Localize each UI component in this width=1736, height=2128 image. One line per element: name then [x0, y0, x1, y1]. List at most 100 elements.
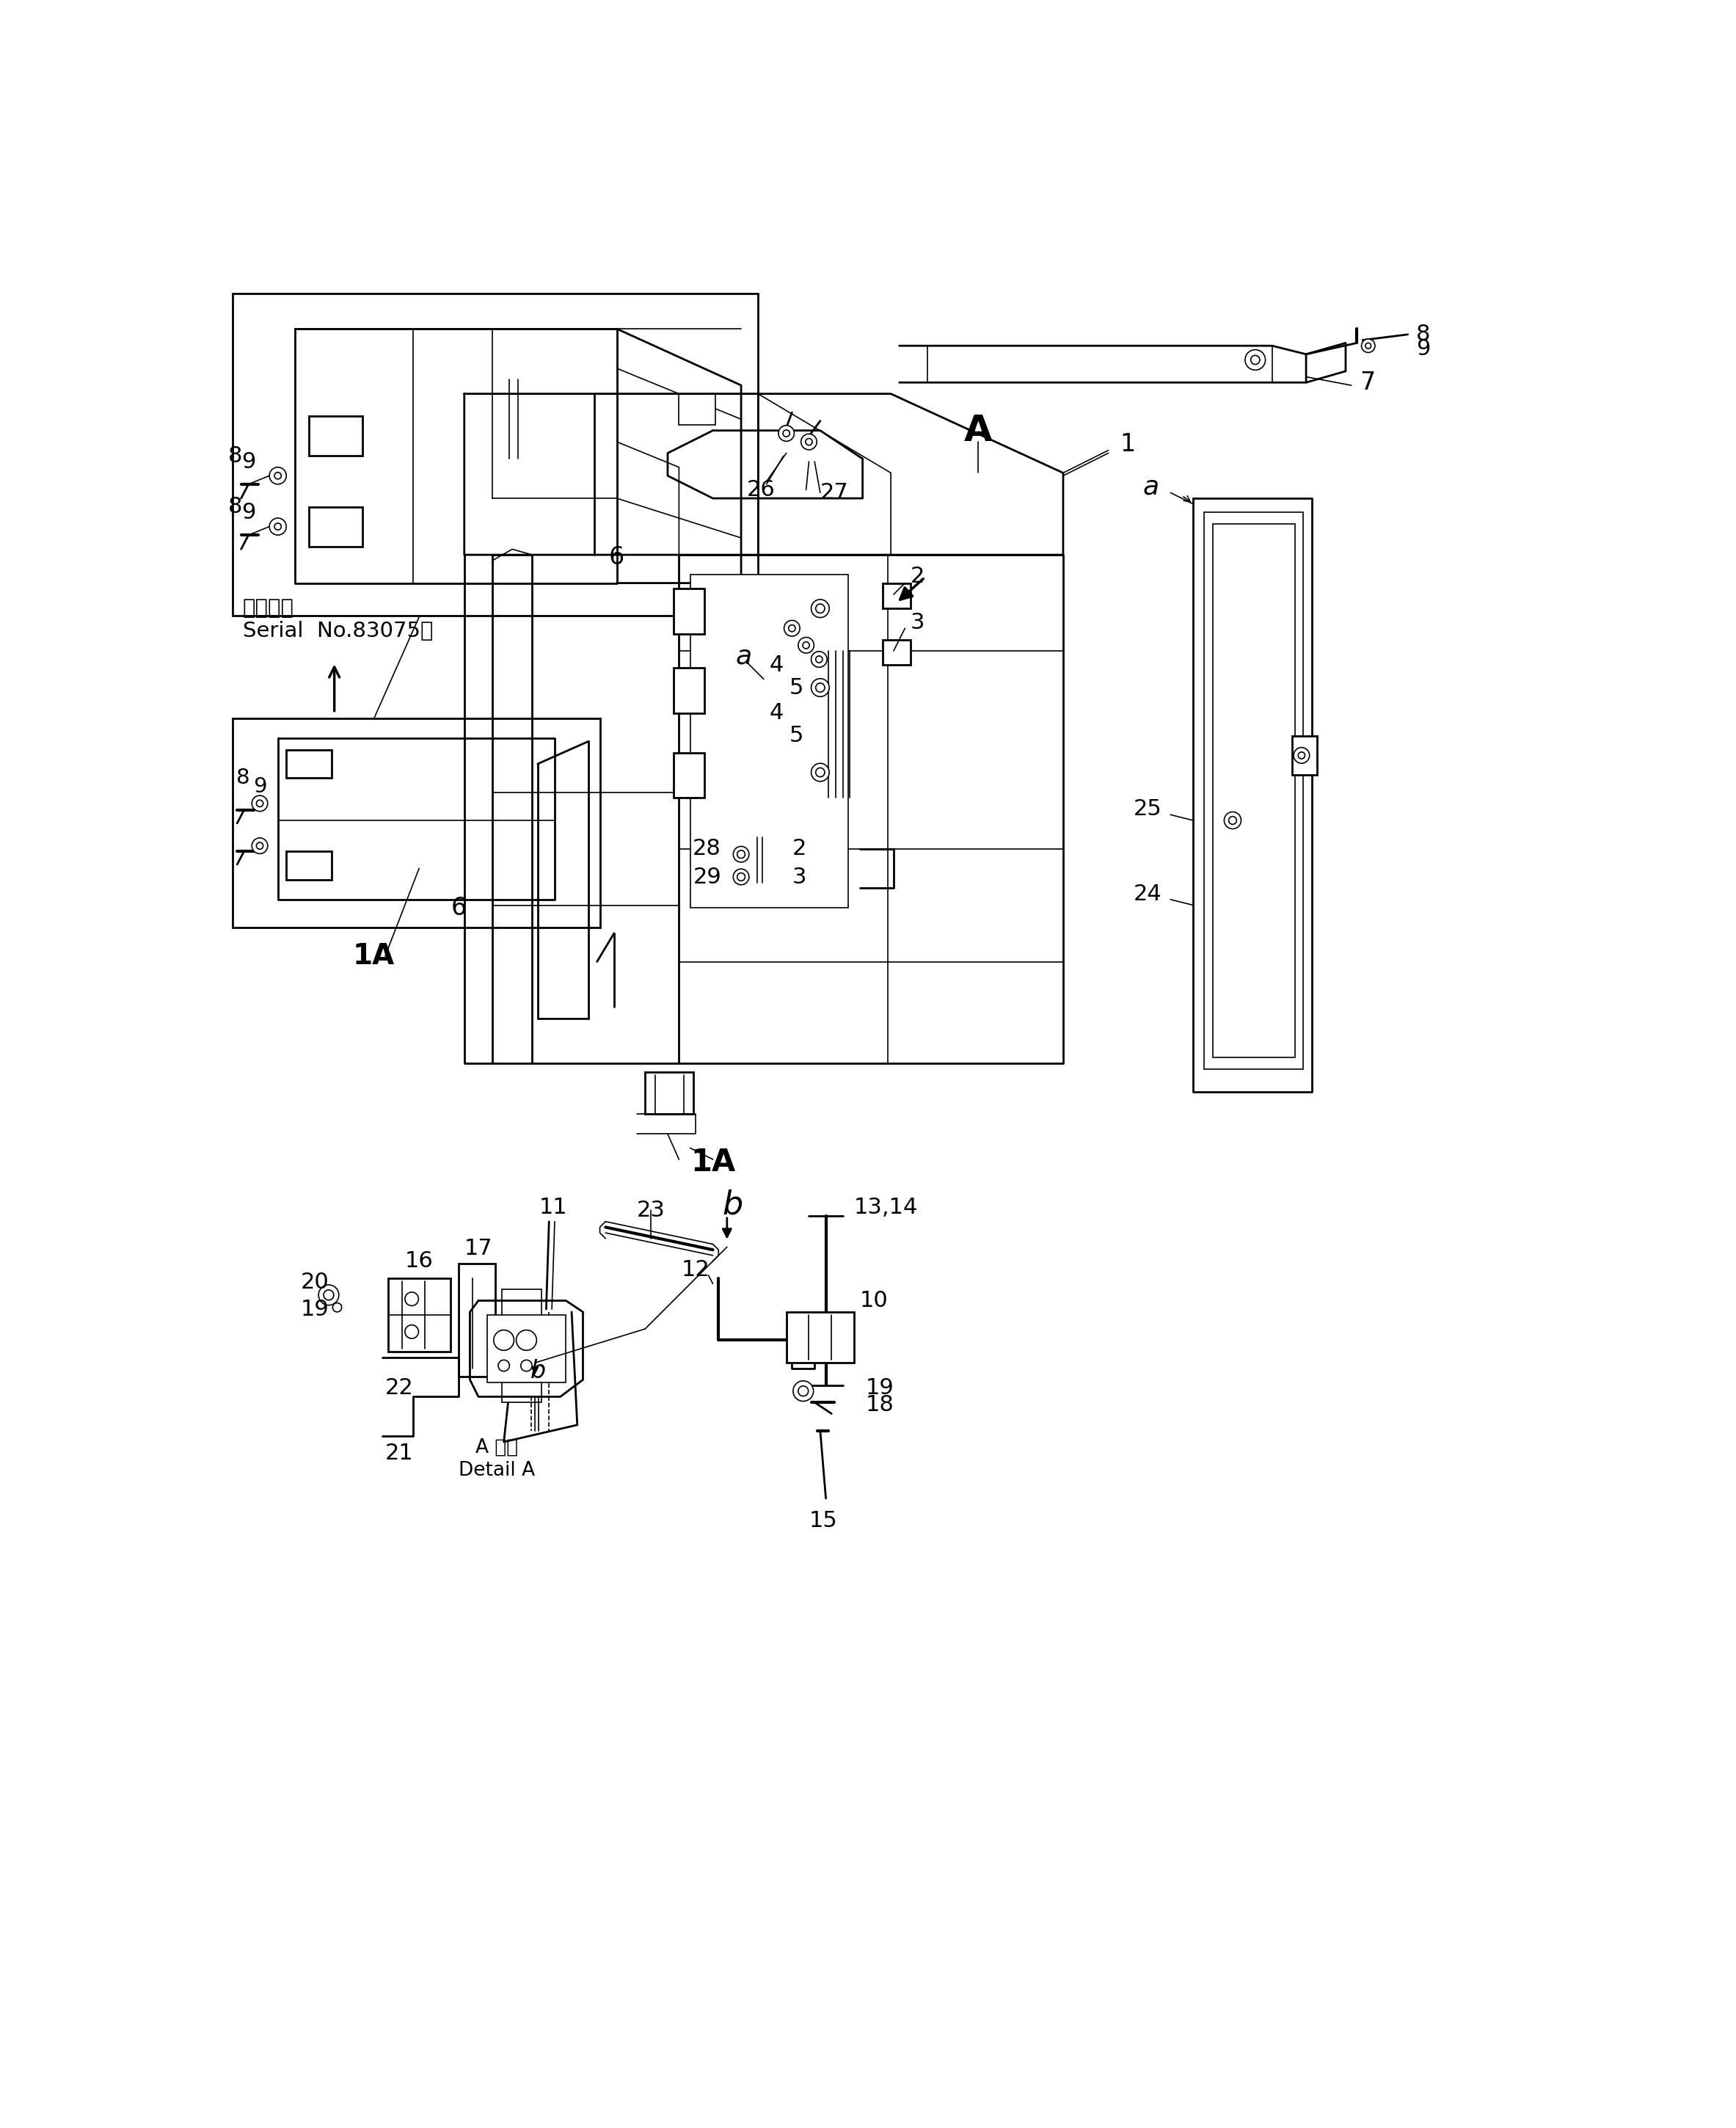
Circle shape — [811, 764, 830, 781]
Text: 9: 9 — [1417, 338, 1430, 360]
Circle shape — [793, 1381, 814, 1400]
Circle shape — [816, 768, 825, 777]
Circle shape — [811, 651, 826, 668]
Text: 13,14: 13,14 — [854, 1196, 918, 1217]
Circle shape — [274, 472, 281, 479]
Text: 9: 9 — [241, 451, 255, 472]
Text: 18: 18 — [866, 1394, 894, 1415]
Bar — [646, 1073, 693, 1115]
Text: 2: 2 — [792, 838, 806, 860]
Text: 23: 23 — [637, 1200, 665, 1221]
Circle shape — [1229, 817, 1236, 824]
Bar — [389, 1279, 450, 1351]
Circle shape — [257, 843, 264, 849]
Text: 15: 15 — [809, 1511, 837, 1532]
Text: 22: 22 — [385, 1377, 413, 1398]
Circle shape — [783, 430, 790, 436]
Circle shape — [269, 517, 286, 534]
Circle shape — [788, 626, 795, 632]
Text: 3: 3 — [911, 613, 925, 634]
Circle shape — [816, 683, 825, 692]
Text: 6: 6 — [609, 545, 625, 570]
Bar — [458, 1264, 495, 1377]
Text: 8: 8 — [236, 768, 250, 787]
Text: 5: 5 — [790, 726, 804, 747]
Text: Serial  No.83075～: Serial No.83075～ — [243, 621, 434, 641]
Bar — [309, 417, 363, 455]
Circle shape — [269, 468, 286, 485]
Text: 3: 3 — [792, 866, 806, 887]
Bar — [674, 589, 705, 634]
Text: 12: 12 — [682, 1260, 710, 1281]
Circle shape — [738, 872, 745, 881]
Circle shape — [493, 1330, 514, 1351]
Circle shape — [252, 838, 267, 853]
Bar — [674, 753, 705, 798]
Text: 4: 4 — [769, 702, 783, 724]
Circle shape — [274, 523, 281, 530]
Circle shape — [785, 621, 800, 636]
Text: 9: 9 — [253, 777, 267, 796]
Circle shape — [521, 1360, 531, 1370]
Text: 5: 5 — [790, 677, 804, 698]
Circle shape — [323, 1290, 333, 1300]
Bar — [882, 641, 911, 666]
Bar — [502, 1290, 542, 1402]
Text: b: b — [722, 1190, 743, 1219]
Circle shape — [1250, 355, 1260, 364]
Text: 19: 19 — [300, 1298, 328, 1319]
Text: 1: 1 — [1120, 432, 1135, 458]
Circle shape — [811, 600, 830, 617]
Circle shape — [1361, 338, 1375, 353]
Bar — [674, 668, 705, 713]
Text: 26: 26 — [746, 479, 774, 500]
Circle shape — [802, 643, 809, 649]
Text: 28: 28 — [693, 838, 722, 860]
Circle shape — [733, 847, 748, 862]
Text: a: a — [736, 645, 752, 668]
Bar — [882, 583, 911, 609]
Circle shape — [800, 434, 818, 449]
Text: A: A — [963, 413, 993, 449]
Text: 9: 9 — [241, 502, 255, 523]
Bar — [691, 575, 849, 909]
Text: 16: 16 — [404, 1251, 434, 1273]
Text: 6: 6 — [451, 896, 467, 919]
Bar — [286, 749, 332, 779]
Circle shape — [404, 1326, 418, 1339]
Circle shape — [1224, 813, 1241, 830]
Circle shape — [799, 636, 814, 653]
Bar — [233, 294, 759, 615]
Text: 4: 4 — [769, 655, 783, 677]
Text: 1A: 1A — [691, 1147, 736, 1177]
Circle shape — [333, 1302, 342, 1313]
Bar — [309, 506, 363, 547]
Text: 20: 20 — [300, 1273, 328, 1294]
Text: b: b — [529, 1360, 545, 1383]
Bar — [486, 1315, 566, 1383]
Text: 7: 7 — [1359, 370, 1375, 394]
Text: 25: 25 — [1134, 798, 1161, 819]
Text: 1A: 1A — [352, 943, 394, 970]
Text: 2: 2 — [911, 566, 925, 587]
Circle shape — [799, 1385, 809, 1396]
Text: 21: 21 — [385, 1443, 413, 1464]
Bar — [1213, 523, 1295, 1058]
Circle shape — [806, 438, 812, 445]
Circle shape — [498, 1360, 509, 1370]
Text: 適用号機: 適用号機 — [243, 598, 293, 619]
Text: 19: 19 — [866, 1377, 894, 1398]
Text: Detail A: Detail A — [458, 1460, 535, 1479]
Text: 29: 29 — [693, 866, 722, 887]
Circle shape — [318, 1285, 339, 1304]
Bar — [679, 394, 715, 426]
Text: 11: 11 — [540, 1196, 568, 1217]
Text: 8: 8 — [229, 496, 243, 517]
Circle shape — [811, 679, 830, 696]
Text: A 詳細: A 詳細 — [476, 1439, 519, 1458]
Circle shape — [1245, 349, 1266, 370]
Circle shape — [1366, 343, 1371, 349]
Bar — [1205, 513, 1304, 1068]
Circle shape — [778, 426, 793, 440]
Circle shape — [404, 1292, 418, 1307]
